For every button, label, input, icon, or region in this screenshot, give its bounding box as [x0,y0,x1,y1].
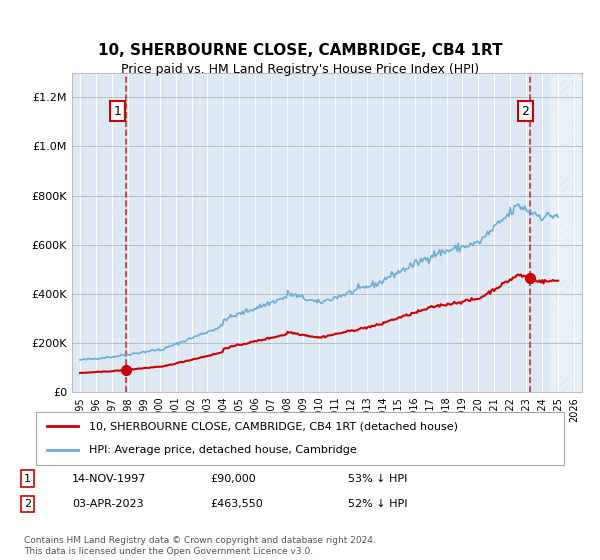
Text: 10, SHERBOURNE CLOSE, CAMBRIDGE, CB4 1RT: 10, SHERBOURNE CLOSE, CAMBRIDGE, CB4 1RT [98,43,502,58]
Text: 2: 2 [521,105,529,118]
Text: 2: 2 [24,499,31,509]
Text: 14-NOV-1997: 14-NOV-1997 [72,474,146,484]
Text: 53% ↓ HPI: 53% ↓ HPI [348,474,407,484]
Bar [550,73,582,392]
Text: £463,550: £463,550 [210,499,263,509]
Text: £90,000: £90,000 [210,474,256,484]
Text: 1: 1 [114,105,122,118]
Text: 03-APR-2023: 03-APR-2023 [72,499,143,509]
Text: 10, SHERBOURNE CLOSE, CAMBRIDGE, CB4 1RT (detached house): 10, SHERBOURNE CLOSE, CAMBRIDGE, CB4 1RT… [89,422,458,432]
Text: 1: 1 [24,474,31,484]
Text: 52% ↓ HPI: 52% ↓ HPI [348,499,407,509]
Text: HPI: Average price, detached house, Cambridge: HPI: Average price, detached house, Camb… [89,445,356,455]
Text: Price paid vs. HM Land Registry's House Price Index (HPI): Price paid vs. HM Land Registry's House … [121,63,479,77]
Text: Contains HM Land Registry data © Crown copyright and database right 2024.
This d: Contains HM Land Registry data © Crown c… [24,536,376,556]
